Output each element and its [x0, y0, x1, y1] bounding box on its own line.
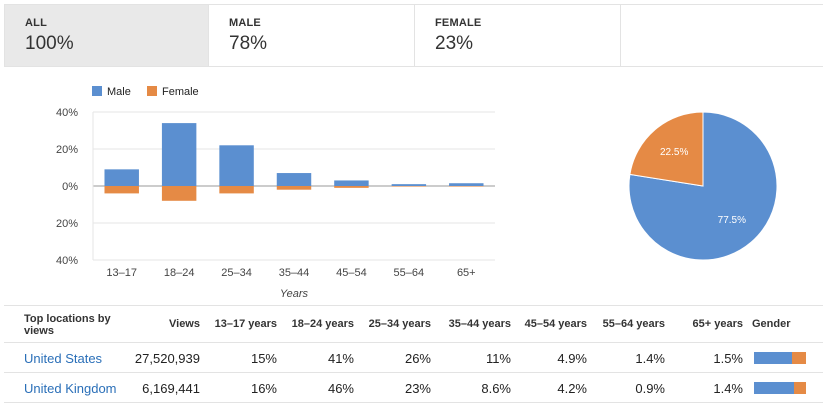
bar-male-0 — [104, 169, 139, 186]
bar-female-0 — [104, 186, 139, 194]
age-25-34-cell: 23% — [404, 381, 431, 396]
locations-table: Top locations by views Views 13–17 years… — [4, 305, 823, 403]
header-13-17: 13–17 years — [214, 318, 277, 330]
age-45-54-cell: 4.9% — [557, 351, 587, 366]
gender-bar-female — [791, 352, 806, 364]
y-axis-ticks: 40% 20% 0% 20% 40% — [56, 107, 78, 267]
table-row: United States 27,520,939 15% 41% 26% 11%… — [4, 343, 823, 373]
age-65-plus-cell: 1.5% — [713, 351, 743, 366]
legend-male-swatch — [92, 86, 102, 96]
x-tick-label: 25–34 — [221, 267, 252, 279]
gender-bar-male — [754, 352, 792, 364]
x-tick-label: 18–24 — [164, 267, 195, 279]
bar-male-2 — [219, 145, 254, 186]
age-45-54-cell: 4.2% — [557, 381, 587, 396]
bar-female-6 — [449, 186, 484, 187]
bar-male-4 — [334, 180, 369, 186]
age-55-64-cell: 0.9% — [635, 381, 665, 396]
header-55-64: 55–64 years — [602, 318, 665, 330]
age-35-44-cell: 8.6% — [481, 381, 511, 396]
chart-bars — [104, 123, 484, 201]
age-35-44-cell: 11% — [485, 351, 511, 366]
tab-female-label: FEMALE — [435, 17, 482, 29]
location-link[interactable]: United Kingdom — [24, 381, 117, 396]
age-13-17-cell: 15% — [250, 351, 277, 366]
tab-all-label: ALL — [25, 17, 47, 29]
views-cell: 6,169,441 — [142, 381, 200, 396]
tab-spacer — [621, 5, 823, 66]
y-tick-label: 20% — [56, 144, 78, 156]
tab-male-label: MALE — [229, 17, 261, 29]
header-top-locations: Top locations by views — [24, 313, 111, 337]
bar-female-5 — [391, 186, 427, 187]
x-tick-label: 65+ — [457, 267, 476, 279]
header-65-plus: 65+ years — [692, 318, 743, 330]
gender-bar — [754, 382, 806, 394]
tab-female[interactable]: FEMALE 23% — [415, 5, 621, 66]
tab-all[interactable]: ALL 100% — [5, 5, 209, 66]
legend-female-swatch — [147, 86, 157, 96]
legend-female-label: Female — [162, 86, 199, 98]
header-45-54: 45–54 years — [524, 318, 587, 330]
bar-male-6 — [449, 183, 484, 186]
header-views: Views — [169, 318, 200, 330]
table-header: Top locations by views Views 13–17 years… — [4, 305, 823, 343]
age-25-34-cell: 26% — [404, 351, 431, 366]
age-18-24-cell: 46% — [327, 381, 354, 396]
header-18-24: 18–24 years — [291, 318, 354, 330]
y-tick-label: 0% — [62, 181, 78, 193]
x-tick-label: 45–54 — [336, 267, 367, 279]
age-55-64-cell: 1.4% — [635, 351, 665, 366]
gender-pie-chart: 77.5% 22.5% — [628, 111, 778, 261]
tab-male-value: 78% — [229, 33, 268, 54]
location-link[interactable]: United States — [24, 351, 103, 366]
chart-legend: Male Female — [92, 86, 199, 98]
pie-label-female: 22.5% — [660, 147, 688, 158]
x-tick-label: 13–17 — [106, 267, 137, 279]
header-gender: Gender — [752, 318, 791, 330]
pie-slices — [628, 111, 778, 261]
gender-bar-male — [754, 382, 794, 394]
bar-male-5 — [391, 184, 427, 186]
x-axis-label: Years — [280, 288, 309, 300]
gender-bar — [754, 352, 806, 364]
pie-labels: 77.5% 22.5% — [660, 147, 746, 226]
y-tick-label: 20% — [56, 218, 78, 230]
x-tick-label: 55–64 — [394, 267, 425, 279]
legend-male-label: Male — [107, 86, 131, 98]
pie-slice-female — [629, 111, 704, 187]
tab-male[interactable]: MALE 78% — [209, 5, 415, 66]
age-65-plus-cell: 1.4% — [713, 381, 743, 396]
tab-all-value: 100% — [25, 33, 74, 54]
bar-female-2 — [219, 186, 254, 194]
gender-tabs: ALL 100% MALE 78% FEMALE 23% — [4, 4, 823, 67]
age-gender-bar-chart: Male Female 40% 20% 0% 20% 40% 13–17 18–24 25–… — [56, 86, 495, 300]
header-25-34: 25–34 years — [368, 318, 431, 330]
gender-bar-female — [793, 382, 806, 394]
x-tick-label: 35–44 — [279, 267, 310, 279]
y-tick-label: 40% — [56, 107, 78, 119]
bar-male-1 — [161, 123, 197, 186]
table-row: United Kingdom 6,169,441 16% 46% 23% 8.6… — [4, 373, 823, 403]
pie-label-male: 77.5% — [718, 215, 746, 226]
bar-female-1 — [161, 186, 197, 201]
header-35-44: 35–44 years — [448, 318, 511, 330]
bar-male-3 — [276, 173, 312, 186]
y-tick-label: 40% — [56, 255, 78, 267]
bar-female-4 — [334, 186, 369, 188]
views-cell: 27,520,939 — [134, 351, 200, 366]
tab-female-value: 23% — [435, 33, 474, 54]
x-axis-ticks: 13–17 18–24 25–34 35–44 45–54 55–64 65+ — [106, 267, 475, 279]
age-13-17-cell: 16% — [250, 381, 277, 396]
bar-female-3 — [276, 186, 312, 190]
age-18-24-cell: 41% — [327, 351, 354, 366]
